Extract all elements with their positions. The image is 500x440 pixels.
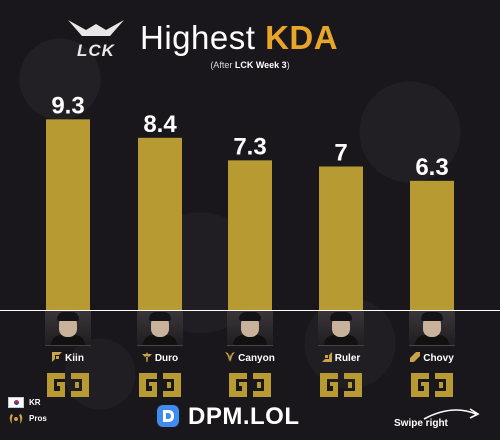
player-photo bbox=[227, 311, 273, 346]
player-name: Canyon bbox=[238, 353, 275, 364]
subtitle-prefix: (After bbox=[210, 60, 235, 70]
player-photo bbox=[318, 311, 364, 346]
brand-name: DPM.LOL bbox=[188, 403, 300, 430]
bottom-role-icon bbox=[321, 352, 332, 362]
player-photo bbox=[137, 311, 183, 346]
kda-bar-chart: 9.3 8.4 7.3 7 6.3 bbox=[0, 92, 500, 311]
bar-canyon bbox=[228, 160, 272, 310]
value-label-duro: 8.4 bbox=[143, 111, 177, 138]
gen-g-logo-icon bbox=[47, 373, 89, 397]
bar-duro bbox=[138, 137, 182, 310]
curved-arrow-icon bbox=[423, 408, 480, 420]
player-card: Kiin bbox=[28, 311, 108, 399]
value-label-canyon: 7.3 bbox=[233, 133, 266, 160]
player-name: Duro bbox=[154, 353, 179, 364]
lck-logo-text: LCK bbox=[77, 41, 116, 60]
lck-logo-icon: LCK bbox=[68, 20, 124, 60]
player-name: Ruler bbox=[334, 353, 361, 364]
top-role-icon bbox=[52, 352, 63, 362]
player-name: Chovy bbox=[423, 353, 454, 364]
player-card: Canyon bbox=[210, 311, 290, 399]
swipe-hint: Swipe right bbox=[392, 404, 492, 436]
player-row: Kiin Duro Canyon Ruler bbox=[0, 311, 500, 401]
legend-kr-label: KR bbox=[29, 398, 41, 407]
gen-g-logo-icon bbox=[320, 373, 362, 397]
bar-chovy bbox=[410, 180, 454, 310]
support-role-icon bbox=[141, 352, 152, 362]
player-photo bbox=[45, 311, 91, 346]
title-main: Highest bbox=[140, 19, 256, 56]
player-card: Ruler bbox=[301, 311, 381, 399]
mid-role-icon bbox=[410, 352, 421, 362]
value-label-chovy: 6.3 bbox=[415, 154, 448, 181]
value-label-kiin: 9.3 bbox=[51, 92, 84, 119]
player-name: Kiin bbox=[65, 353, 84, 364]
dpm-logo-icon bbox=[157, 405, 179, 427]
value-label-ruler: 7 bbox=[334, 140, 347, 167]
laurel-icon bbox=[9, 414, 23, 424]
title-accent: KDA bbox=[265, 19, 339, 56]
legend-item-kr: KR bbox=[8, 397, 47, 413]
header: LCK Highest KDA (After LCK Week 3) bbox=[0, 14, 500, 74]
chart-title: Highest KDA bbox=[140, 18, 338, 58]
swipe-label: Swipe right bbox=[394, 418, 448, 429]
subtitle-suffix: ) bbox=[286, 60, 290, 70]
bar-ruler bbox=[319, 166, 363, 310]
legend-item-pros: Pros bbox=[8, 413, 47, 429]
chart-subtitle: (After LCK Week 3) bbox=[0, 60, 500, 70]
legend: KR Pros bbox=[8, 397, 47, 429]
player-card: Duro bbox=[120, 311, 200, 399]
jungle-role-icon bbox=[225, 352, 236, 362]
korea-flag-icon bbox=[8, 397, 24, 409]
player-card: Chovy bbox=[392, 311, 472, 399]
gen-g-logo-icon bbox=[139, 373, 181, 397]
subtitle-bold: LCK Week 3 bbox=[234, 60, 287, 70]
gen-g-logo-icon bbox=[411, 373, 453, 397]
player-photo bbox=[409, 311, 455, 346]
legend-pros-label: Pros bbox=[29, 414, 47, 424]
gen-g-logo-icon bbox=[229, 373, 271, 397]
bar-kiin bbox=[46, 119, 90, 310]
